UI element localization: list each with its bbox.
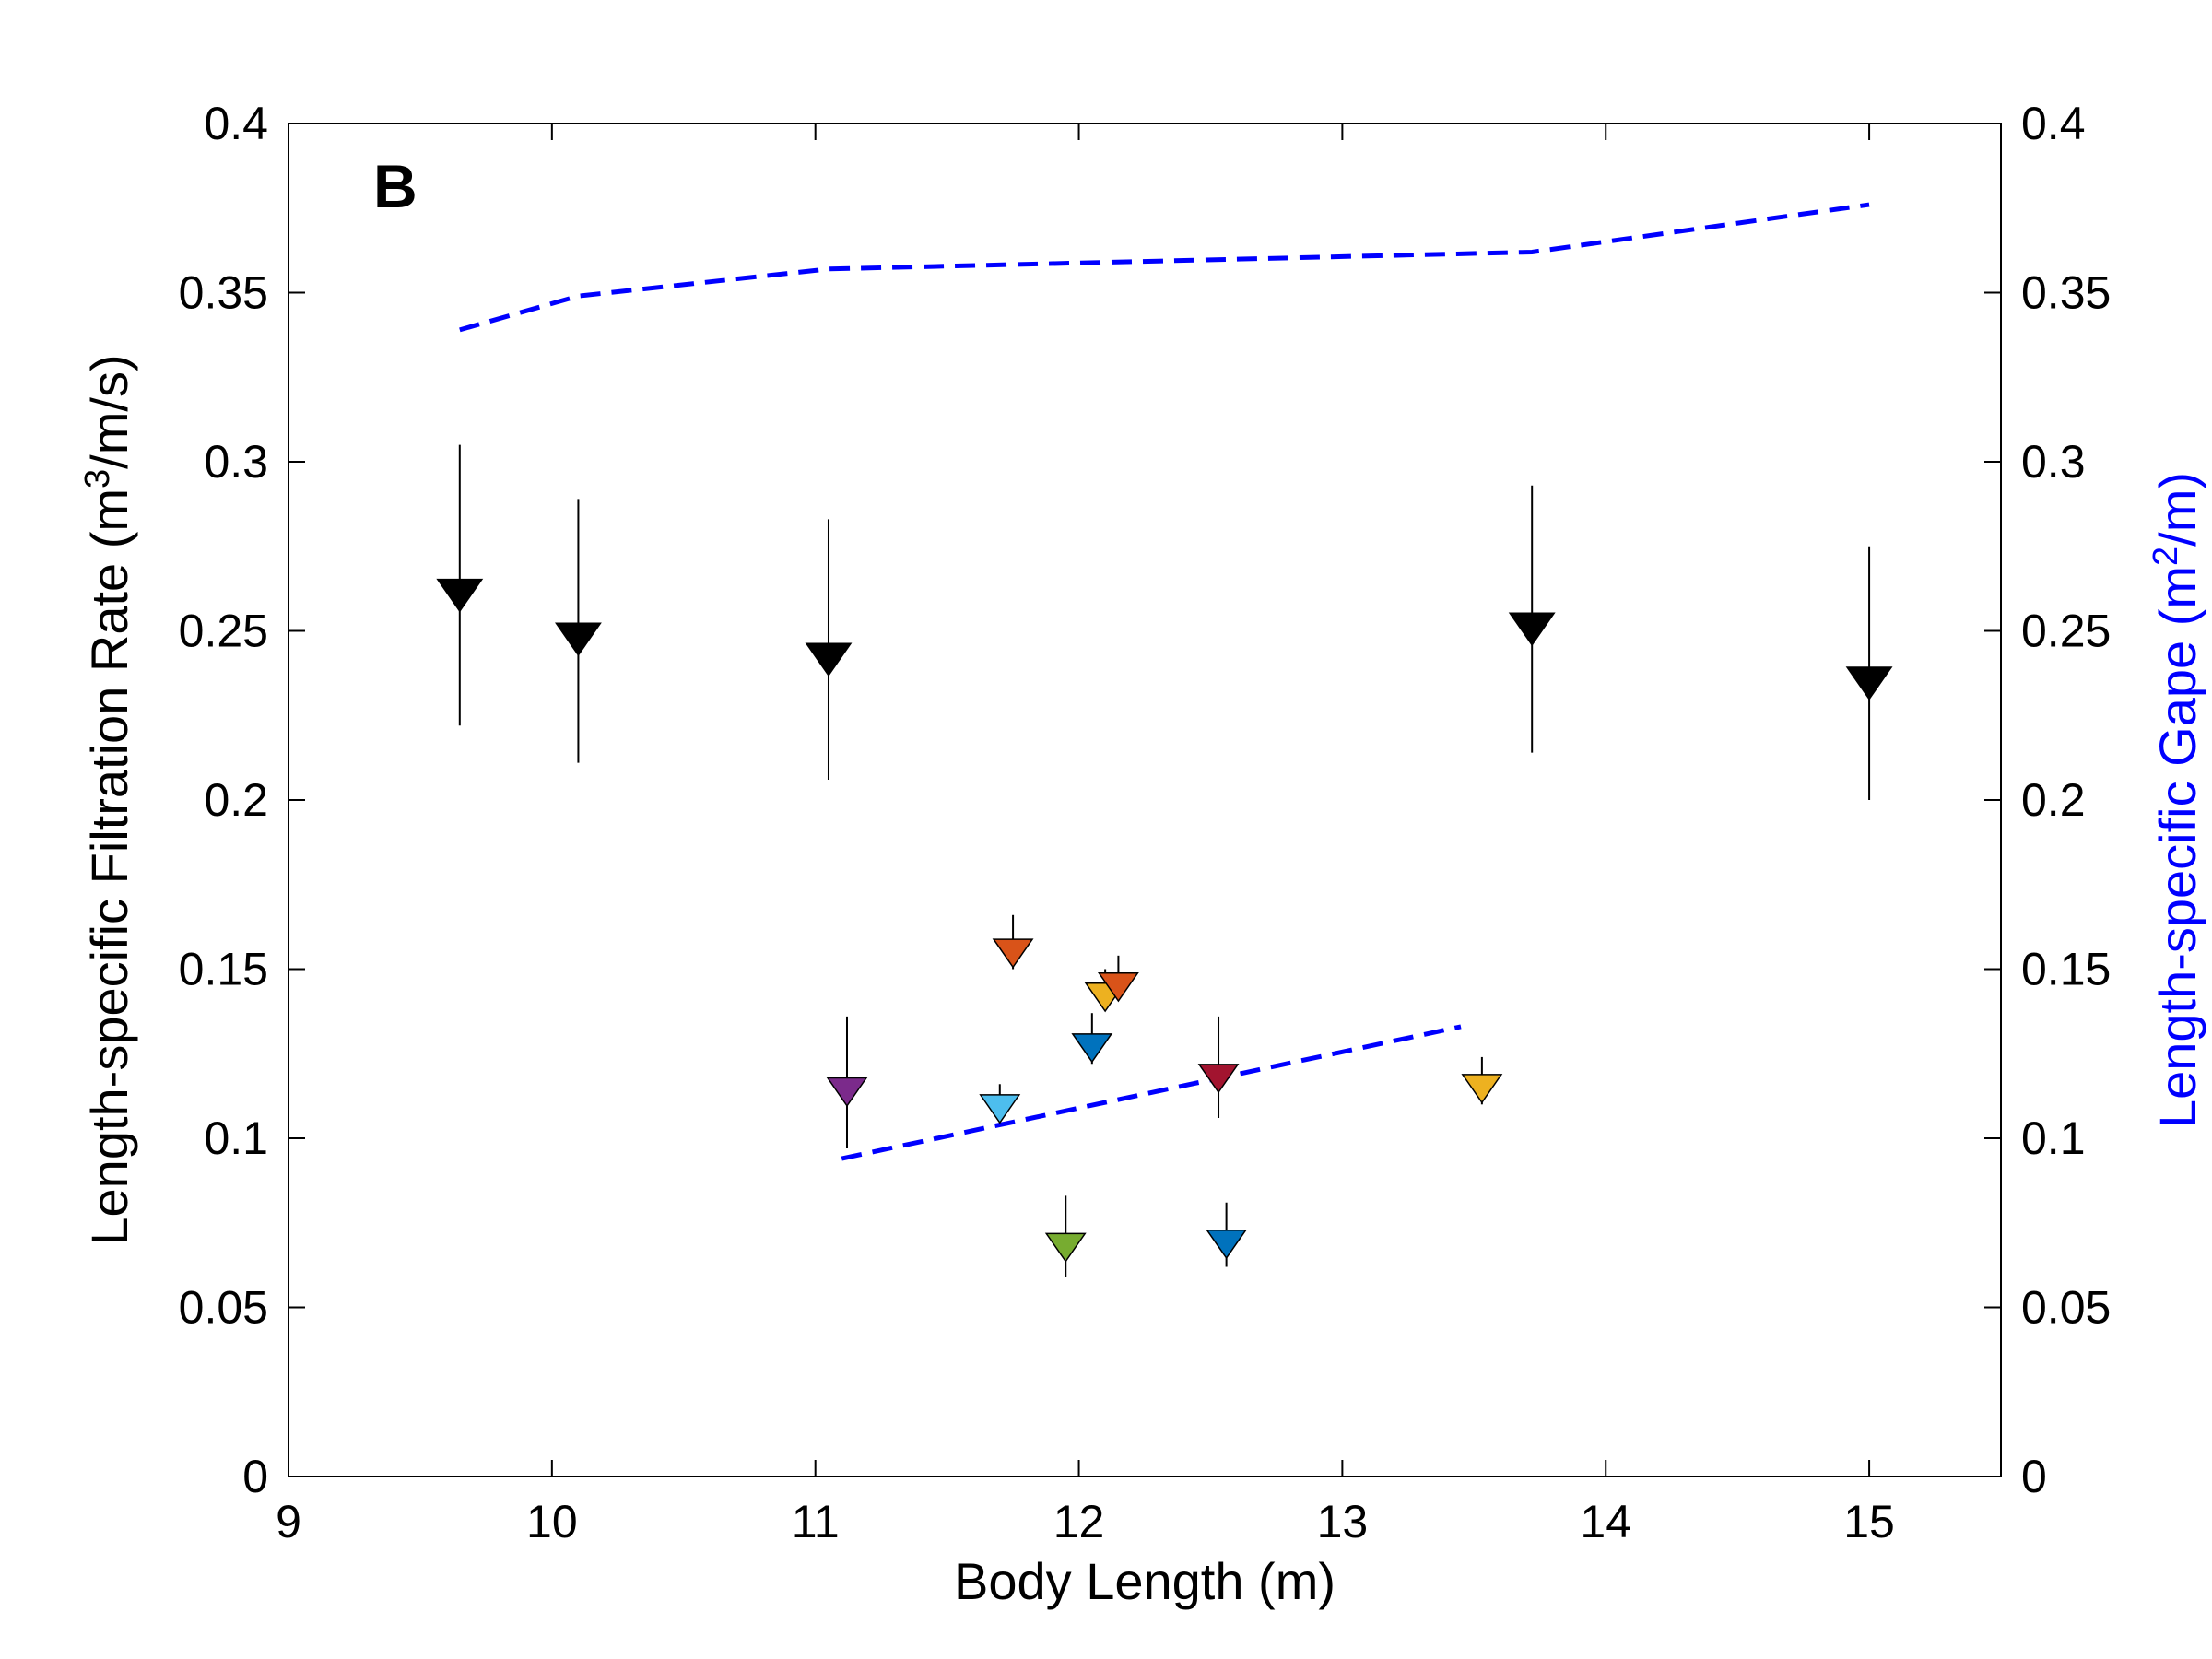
right-y-axis-ticks: 0 0.05 0.1 0.15 0.2 0.25 0.3 0.35 0.4 bbox=[1984, 98, 2111, 1502]
right-y-tick-label: 0.15 bbox=[2021, 944, 2111, 995]
right-y-tick-label: 0.4 bbox=[2021, 98, 2086, 149]
observed-marker bbox=[1461, 1074, 1503, 1104]
left-y-tick-label: 0.3 bbox=[204, 436, 268, 488]
left-y-tick-label: 0.35 bbox=[179, 267, 268, 319]
left-y-axis-ticks: 0 0.05 0.1 0.15 0.2 0.25 0.3 0.35 0.4 bbox=[179, 98, 305, 1502]
left-y-tick-label: 0.05 bbox=[179, 1282, 268, 1334]
model-marker bbox=[805, 642, 853, 677]
x-tick-label: 10 bbox=[526, 1496, 578, 1547]
gape-lines bbox=[459, 202, 1870, 1161]
right-y-tick-label: 0.2 bbox=[2021, 774, 2086, 826]
plot-area bbox=[288, 123, 2002, 1477]
observed-marker bbox=[826, 1077, 868, 1108]
left-y-tick-label: 0.4 bbox=[204, 98, 268, 149]
observed-markers bbox=[826, 914, 1503, 1277]
right-y-tick-label: 0.35 bbox=[2021, 267, 2111, 319]
x-tick-label: 15 bbox=[1843, 1496, 1895, 1547]
left-y-tick-label: 0.2 bbox=[204, 774, 268, 826]
model-marker bbox=[1508, 612, 1556, 647]
observed-marker bbox=[979, 1094, 1021, 1124]
right-y-axis-title: Length-specific Gape (m2/m) bbox=[2147, 472, 2206, 1128]
left-y-tick-label: 0.15 bbox=[179, 944, 268, 995]
observed-marker bbox=[1044, 1232, 1087, 1263]
left-y-tick-label: 0.25 bbox=[179, 606, 268, 657]
observed-marker bbox=[992, 938, 1034, 969]
left-y-axis-title: Length-specific Filtration Rate (m3/m/s) bbox=[78, 354, 138, 1245]
panel-label: B bbox=[373, 152, 418, 220]
x-tick-label: 11 bbox=[792, 1496, 840, 1547]
right-y-tick-label: 0.3 bbox=[2021, 436, 2086, 488]
right-y-tick-label: 0.25 bbox=[2021, 606, 2111, 657]
x-axis-ticks: 9 10 11 12 13 14 15 bbox=[276, 124, 1895, 1547]
model-marker bbox=[1845, 666, 1893, 700]
x-axis-title: Body Length (m) bbox=[954, 1552, 1335, 1610]
observed-marker bbox=[1071, 1033, 1113, 1064]
gape-line bbox=[841, 1024, 1462, 1161]
observed-marker bbox=[1206, 1229, 1248, 1260]
model-markers bbox=[436, 444, 1893, 800]
model-marker bbox=[554, 622, 602, 657]
right-y-tick-label: 0.1 bbox=[2021, 1112, 2086, 1164]
observed-marker bbox=[1097, 972, 1139, 1003]
left-y-tick-label: 0.1 bbox=[204, 1112, 268, 1164]
x-tick-label: 12 bbox=[1053, 1496, 1105, 1547]
observed-marker bbox=[1197, 1064, 1240, 1094]
right-y-tick-label: 0 bbox=[2021, 1451, 2047, 1502]
x-tick-label: 9 bbox=[276, 1496, 301, 1547]
model-marker bbox=[436, 578, 484, 613]
right-y-tick-label: 0.05 bbox=[2021, 1282, 2111, 1334]
x-tick-label: 14 bbox=[1580, 1496, 1631, 1547]
left-y-tick-label: 0 bbox=[242, 1451, 268, 1502]
gape-line bbox=[459, 202, 1870, 333]
x-tick-label: 13 bbox=[1317, 1496, 1369, 1547]
